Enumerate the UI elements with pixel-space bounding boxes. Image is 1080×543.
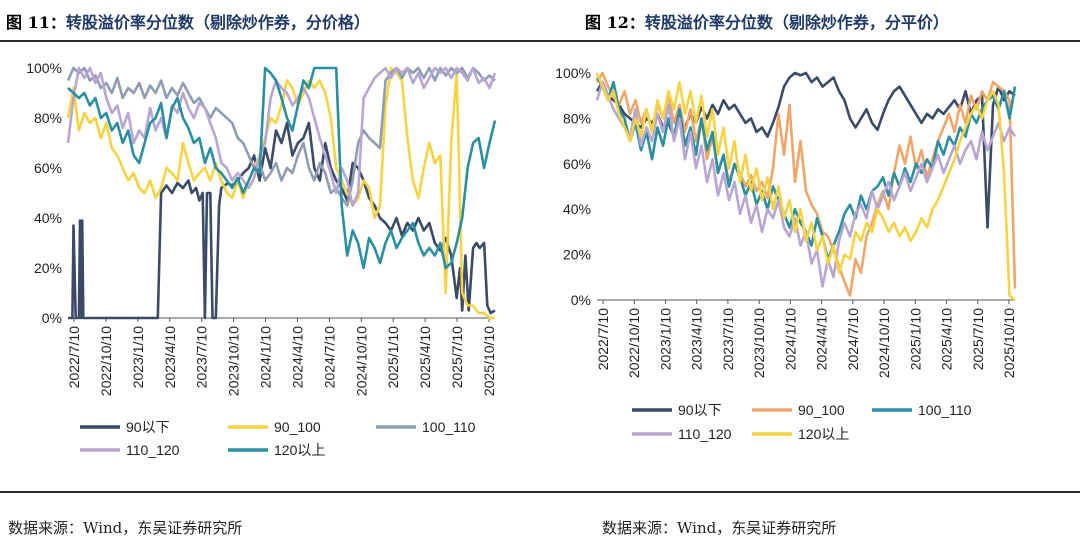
left-series-line-3 [66, 66, 497, 207]
left-series-line-4 [67, 66, 497, 270]
right-legend-label-1: 90_100 [798, 402, 845, 418]
bottom-divider [0, 491, 1080, 493]
left-legend-label-0: 90以下 [126, 419, 170, 435]
left-x-tick-label: 2024/7/10 [321, 326, 337, 388]
left-y-tick-label: 40% [34, 210, 62, 226]
right-y-tick-label: 0% [571, 292, 591, 308]
left-x-tick-label: 2023/4/10 [162, 326, 178, 388]
right-x-tick-label: 2024/10/10 [876, 308, 892, 378]
right-legend-label-0: 90以下 [678, 402, 722, 418]
left-line-chart: 0% 20% 40% 60% 80% 100% 2022/7/10 2022/10/10 202… [26, 60, 497, 458]
right-x-tick-label: 2025/10/10 [1001, 308, 1017, 378]
left-chart-title: 图 11：转股溢价率分位数（剔除炒作券，分价格） [6, 9, 370, 33]
left-y-tick-label: 80% [34, 110, 62, 126]
left-source-note: 数据来源：Wind，东吴证券研究所 [8, 519, 243, 537]
right-y-tick-label: 20% [563, 247, 591, 263]
left-x-tick-label: 2025/7/10 [449, 326, 465, 388]
right-x-tick-label: 2022/7/10 [595, 308, 611, 370]
right-series-line-3 [595, 80, 1017, 288]
left-x-tick-label: 2024/10/10 [353, 326, 369, 396]
left-x-tick-label: 2024/4/10 [289, 326, 305, 388]
left-y-tick-label: 0% [42, 310, 62, 326]
top-divider [0, 40, 1080, 42]
right-line-chart: 0% 20% 40% 60% 80% 100% 2022/7/10 2022/10/10 202… [555, 65, 1017, 442]
left-x-tick-label: 2023/10/10 [226, 326, 242, 396]
left-legend-label-2: 100_110 [422, 419, 476, 435]
left-x-tick-label: 2025/4/10 [417, 326, 433, 388]
left-series-line-0 [68, 121, 496, 320]
left-legend-label-1: 90_100 [274, 419, 321, 435]
right-y-tick-label: 40% [563, 201, 591, 217]
left-x-tick-label: 2023/1/10 [130, 326, 146, 388]
right-y-tick-label: 80% [563, 110, 591, 126]
left-legend-label-3: 110_120 [126, 442, 180, 458]
left-legend-label-4: 120以上 [274, 442, 325, 458]
right-x-tick-label: 2022/10/10 [626, 308, 642, 378]
right-legend-label-2: 100_110 [918, 402, 972, 418]
left-x-tick-label: 2024/1/10 [258, 326, 274, 388]
left-y-tick-label: 60% [34, 160, 62, 176]
right-x-tick-label: 2025/4/10 [939, 308, 955, 370]
left-y-tick-label: 20% [34, 260, 62, 276]
left-x-tick-label: 2022/10/10 [98, 326, 114, 396]
left-y-tick-label: 100% [26, 60, 62, 76]
left-series-line-1 [66, 66, 495, 320]
right-x-tick-label: 2024/7/10 [845, 308, 861, 370]
left-x-tick-label: 2025/1/10 [385, 326, 401, 388]
left-title-text: 转股溢价率分位数（剔除炒作券，分价格） [65, 13, 370, 32]
right-x-tick-label: 2023/4/10 [689, 308, 705, 370]
right-y-tick-label: 100% [555, 65, 591, 81]
right-series-line-4 [595, 72, 1016, 302]
right-legend-label-4: 120以上 [798, 426, 849, 442]
right-x-tick-label: 2025/7/10 [970, 308, 986, 370]
left-x-tick-label: 2025/10/10 [481, 326, 497, 396]
right-legend-label-3: 110_120 [678, 426, 732, 442]
right-chart-title: 图 12：转股溢价率分位数（剔除炒作券，分平价） [585, 9, 949, 33]
left-x-tick-label: 2022/7/10 [66, 326, 82, 388]
right-x-tick-label: 2023/10/10 [751, 308, 767, 378]
right-x-tick-label: 2024/1/10 [782, 308, 798, 370]
left-series-line-2 [66, 66, 496, 207]
right-x-tick-label: 2023/1/10 [657, 308, 673, 370]
left-figure-label: 图 11： [6, 13, 66, 32]
left-x-tick-label: 2023/7/10 [194, 326, 210, 388]
right-x-tick-label: 2025/1/10 [907, 308, 923, 370]
right-title-text: 转股溢价率分位数（剔除炒作券，分平价） [644, 13, 949, 32]
right-figure-label: 图 12： [585, 13, 645, 32]
right-x-tick-label: 2024/4/10 [814, 308, 830, 370]
right-source-note: 数据来源：Wind，东吴证券研究所 [602, 519, 837, 537]
right-y-tick-label: 60% [563, 156, 591, 172]
right-x-tick-label: 2023/7/10 [720, 308, 736, 370]
